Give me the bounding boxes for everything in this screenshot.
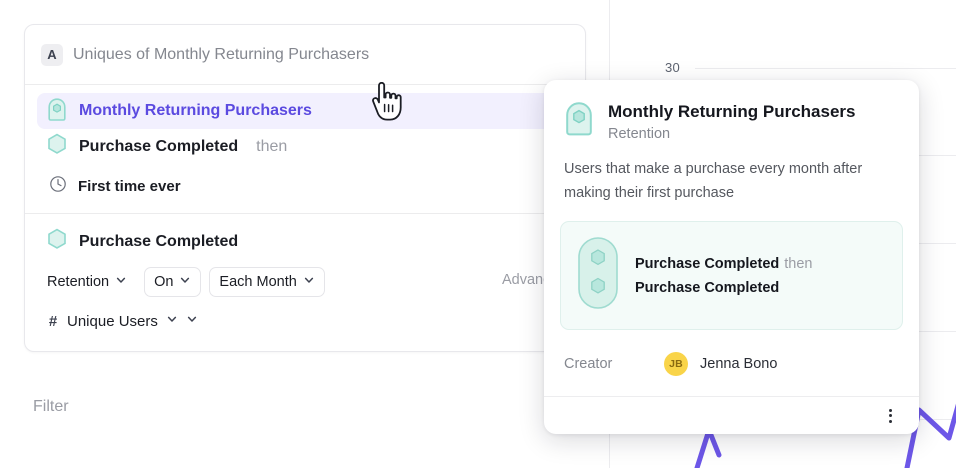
popover-event-label: Purchase Completed — [635, 279, 780, 296]
popover-event-definition-box: Purchase Completed then Purchase Complete… — [560, 221, 903, 331]
dropdown-each-month-label: Each Month — [219, 274, 297, 290]
popover-event-then: then — [784, 255, 813, 272]
creator-name: Jenna Bono — [700, 356, 778, 373]
dropdown-retention-label: Retention — [47, 274, 110, 290]
popover-footer — [544, 396, 919, 434]
event-row-purchase-completed-1[interactable]: Purchase Completed then — [37, 129, 573, 165]
popover-event-line: Purchase Completed then — [635, 256, 812, 272]
arch-hexagon-icon — [564, 100, 594, 141]
dropdown-on-label: On — [154, 274, 174, 290]
dropdown-each-month[interactable]: Each Month — [209, 267, 325, 297]
event-row-purchase-completed-2[interactable]: Purchase Completed — [37, 224, 573, 260]
subrow-label: First time ever — [78, 177, 181, 195]
hexagon-icon — [47, 228, 67, 256]
event-info-popover: Monthly Returning Purchasers Retention U… — [544, 80, 919, 434]
stacked-hexagons-icon — [577, 236, 619, 315]
dropdown-retention[interactable]: Retention — [47, 267, 137, 297]
avatar[interactable]: JB — [664, 352, 688, 377]
chevron-down-icon — [179, 274, 191, 290]
chevron-down-icon — [303, 274, 315, 290]
query-builder-card: A Uniques of Monthly Returning Purchaser… — [24, 24, 586, 352]
chart-y-tick-30: 30 — [665, 60, 681, 75]
measure-row: # Unique Users — [37, 306, 573, 336]
kebab-dot — [888, 419, 892, 423]
chevron-down-icon[interactable] — [166, 312, 178, 330]
builder-header: A Uniques of Monthly Returning Purchaser… — [25, 25, 585, 85]
popover-creator-row: Creator JB Jenna Bono — [544, 330, 919, 396]
hexagon-icon — [47, 133, 67, 161]
measure-label[interactable]: Unique Users — [67, 312, 158, 330]
clock-icon — [49, 175, 67, 198]
builder-segment-secondary: Purchase Completed Retention On — [25, 214, 585, 336]
popover-event-label: Purchase Completed — [635, 255, 780, 272]
event-label: Monthly Returning Purchasers — [79, 102, 312, 119]
chevron-down-icon — [115, 274, 127, 290]
popover-subtitle: Retention — [608, 126, 671, 143]
kebab-dot — [888, 414, 892, 418]
popover-event-lines: Purchase Completed then Purchase Complete… — [635, 256, 812, 296]
event-row-monthly-returning-purchasers[interactable]: Monthly Returning Purchasers — [37, 93, 573, 129]
kebab-menu-icon[interactable] — [879, 405, 901, 427]
creator-label: Creator — [564, 356, 613, 373]
dropdown-on[interactable]: On — [144, 267, 202, 297]
popover-event-line: Purchase Completed — [635, 280, 812, 296]
popover-description: Users that make a purchase every month a… — [564, 161, 863, 201]
measurement-controls-row: Retention On Eac — [37, 266, 573, 298]
event-label: Purchase Completed — [79, 138, 239, 155]
chart-gridline — [695, 68, 956, 69]
popover-title: Monthly Returning Purchasers — [608, 102, 856, 121]
popover-header-text: Monthly Returning Purchasers Retention — [608, 100, 855, 142]
series-letter-badge[interactable]: A — [41, 43, 63, 66]
event-suffix-then: then — [256, 138, 288, 155]
event-label: Purchase Completed — [79, 233, 239, 250]
hash-icon: # — [48, 312, 58, 330]
chevron-down-icon-secondary[interactable] — [186, 312, 198, 330]
builder-title[interactable]: Uniques of Monthly Returning Purchasers — [73, 45, 370, 63]
event-subrow-first-time-ever[interactable]: First time ever — [37, 169, 573, 203]
popover-header: Monthly Returning Purchasers Retention — [544, 80, 919, 142]
filter-label[interactable]: Filter — [33, 398, 69, 415]
arch-hexagon-icon — [47, 97, 67, 126]
kebab-dot — [888, 408, 892, 412]
builder-segment-primary: Monthly Returning Purchasers Purchase Co… — [25, 85, 585, 214]
